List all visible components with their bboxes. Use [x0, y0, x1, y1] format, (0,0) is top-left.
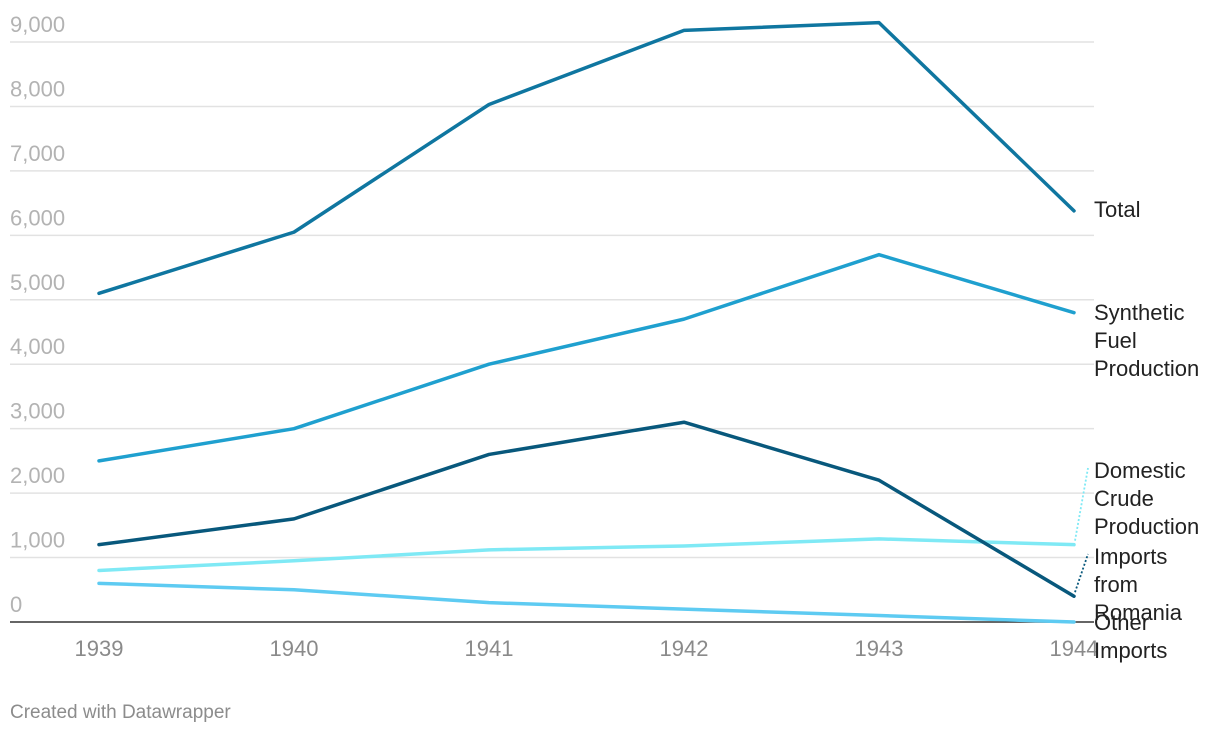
series-line: [97, 581, 1076, 624]
y-tick-label: 2,000: [10, 463, 65, 488]
y-tick-label: 3,000: [10, 399, 65, 424]
x-tick-label: 1939: [75, 636, 124, 661]
line-chart: 0 1,000 2,000 3,000 4,000 5,000 6,000 7,000 8,00…: [10, 12, 1199, 663]
x-tick-label: 1941: [465, 636, 514, 661]
x-tick-label: 1944: [1050, 636, 1099, 661]
x-axis: 1939 1940 1941 1942 1943 1944: [75, 636, 1099, 661]
y-tick-label: 9,000: [10, 12, 65, 37]
series-label: Other Imports: [1094, 610, 1167, 663]
series-line: [97, 20, 1076, 296]
y-tick-label: 0: [10, 592, 22, 617]
credit-text: Created with Datawrapper: [10, 702, 231, 723]
y-tick-label: 7,000: [10, 141, 65, 166]
x-tick-label: 1942: [660, 636, 709, 661]
series-label: Imports from Romania: [1094, 544, 1183, 625]
series-line: [97, 537, 1076, 573]
series-line: [97, 420, 1076, 598]
series-label: Total: [1094, 197, 1140, 222]
series-lines: [97, 20, 1076, 624]
label-connector: [1074, 553, 1089, 593]
gridlines: [10, 41, 1094, 623]
y-axis: 0 1,000 2,000 3,000 4,000 5,000 6,000 7,000 8,00…: [10, 12, 65, 617]
y-tick-label: 8,000: [10, 76, 65, 101]
series-label: Synthetic Fuel Production: [1094, 300, 1199, 381]
y-tick-label: 5,000: [10, 270, 65, 295]
label-connector: [1074, 467, 1089, 541]
series-label: Domestic Crude Production: [1094, 458, 1199, 539]
x-tick-label: 1940: [270, 636, 319, 661]
series-labels: Total Synthetic Fuel Production Domestic Crud…: [1074, 197, 1199, 663]
y-tick-label: 6,000: [10, 205, 65, 230]
y-tick-label: 4,000: [10, 334, 65, 359]
x-tick-label: 1943: [855, 636, 904, 661]
y-tick-label: 1,000: [10, 528, 65, 553]
series-line: [97, 252, 1076, 463]
